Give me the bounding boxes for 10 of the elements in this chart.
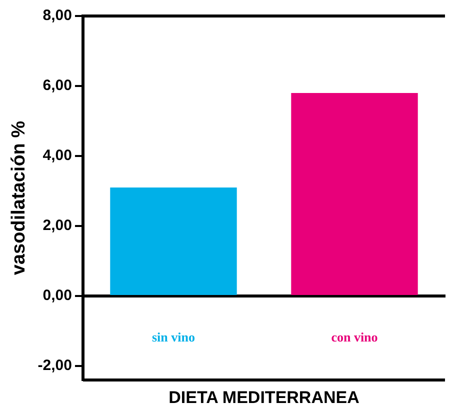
y-axis-title: vasodilatación % [8,120,30,276]
y-tick-label: 4,00 [42,147,72,164]
x-tick-label: sin vino [152,329,195,344]
y-tick-label: 2,00 [42,217,72,234]
y-tick-label: 6,00 [42,77,72,94]
y-tick-label: 8,00 [42,7,72,24]
x-axis-title: DIETA MEDITERRANEA [168,388,360,408]
x-tick-label: con vino [331,329,378,344]
y-tick-label: -2,00 [38,357,72,374]
y-tick-label: 0,00 [42,287,72,304]
